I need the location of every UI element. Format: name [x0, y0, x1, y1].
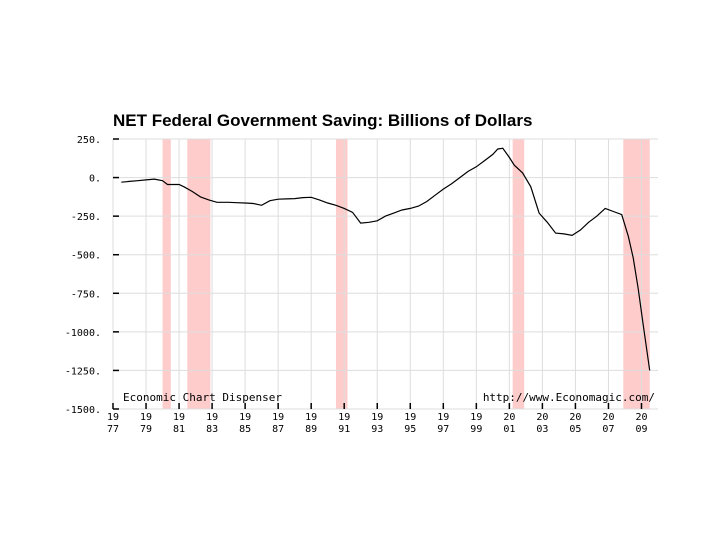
- x-tick-label-bottom-11: 99: [470, 424, 482, 435]
- x-tick-label-top-15: 20: [602, 412, 614, 423]
- recession-bands: [162, 139, 650, 409]
- y-tick-label-1: 0.: [89, 174, 101, 185]
- recession-band-3: [512, 139, 525, 409]
- x-tick-label-bottom-14: 05: [569, 424, 581, 435]
- x-tick-label-top-2: 19: [173, 412, 185, 423]
- x-tick-label-bottom-2: 81: [173, 424, 185, 435]
- x-tick-label-top-7: 19: [338, 412, 350, 423]
- x-tick-label-top-12: 20: [503, 412, 515, 423]
- x-tick-label-top-13: 20: [536, 412, 548, 423]
- x-tick-label-bottom-16: 09: [635, 424, 647, 435]
- x-tick-label-bottom-15: 07: [602, 424, 614, 435]
- x-tick-label-bottom-0: 77: [107, 424, 119, 435]
- recession-band-4: [623, 139, 650, 409]
- x-tick-label-top-1: 19: [140, 412, 152, 423]
- recession-band-0: [162, 139, 171, 409]
- series-layer: [121, 147, 651, 371]
- x-tick-label-top-4: 19: [239, 412, 251, 423]
- x-tick-label-top-0: 19: [107, 412, 119, 423]
- y-tick-label-6: -1250.: [65, 366, 101, 377]
- x-tick-label-top-9: 19: [404, 412, 416, 423]
- series-line-0: [121, 147, 651, 371]
- x-tick-label-bottom-10: 97: [437, 424, 449, 435]
- x-tick-label-top-8: 19: [371, 412, 383, 423]
- x-tick-label-bottom-12: 01: [503, 424, 515, 435]
- x-tick-label-bottom-4: 85: [239, 424, 251, 435]
- x-tick-label-top-6: 19: [305, 412, 317, 423]
- recession-band-2: [335, 139, 348, 409]
- x-tick-label-top-10: 19: [437, 412, 449, 423]
- x-tick-label-top-16: 20: [635, 412, 647, 423]
- chart-title: NET Federal Government Saving: Billions …: [113, 111, 532, 130]
- y-tick-label-2: -250.: [71, 212, 101, 223]
- x-tick-label-bottom-1: 79: [140, 424, 152, 435]
- y-tick-label-5: -1000.: [65, 328, 101, 339]
- x-tick-label-bottom-3: 83: [206, 424, 218, 435]
- y-tick-label-0: 250.: [77, 135, 101, 146]
- y-tick-label-3: -500.: [71, 251, 101, 262]
- recession-band-1: [187, 139, 211, 409]
- x-tick-label-bottom-6: 89: [305, 424, 317, 435]
- y-tick-label-4: -750.: [71, 289, 101, 300]
- x-tick-label-top-3: 19: [206, 412, 218, 423]
- y-tick-label-7: -1500.: [65, 405, 101, 416]
- x-tick-label-top-5: 19: [272, 412, 284, 423]
- annotation-url: http://www.Economagic.com/: [483, 391, 655, 404]
- x-tick-label-top-14: 20: [569, 412, 581, 423]
- x-tick-label-bottom-13: 03: [536, 424, 548, 435]
- axis-ticks: 250. 0. -250. -500. -750. -1000. -1250. -1500. 1…: [65, 135, 648, 435]
- x-tick-label-bottom-9: 95: [404, 424, 416, 435]
- annotation-source: Economic Chart Dispenser: [123, 391, 282, 404]
- x-tick-label-bottom-8: 93: [371, 424, 383, 435]
- x-tick-label-bottom-7: 91: [338, 424, 350, 435]
- x-tick-label-top-11: 19: [470, 412, 482, 423]
- x-tick-label-bottom-5: 87: [272, 424, 284, 435]
